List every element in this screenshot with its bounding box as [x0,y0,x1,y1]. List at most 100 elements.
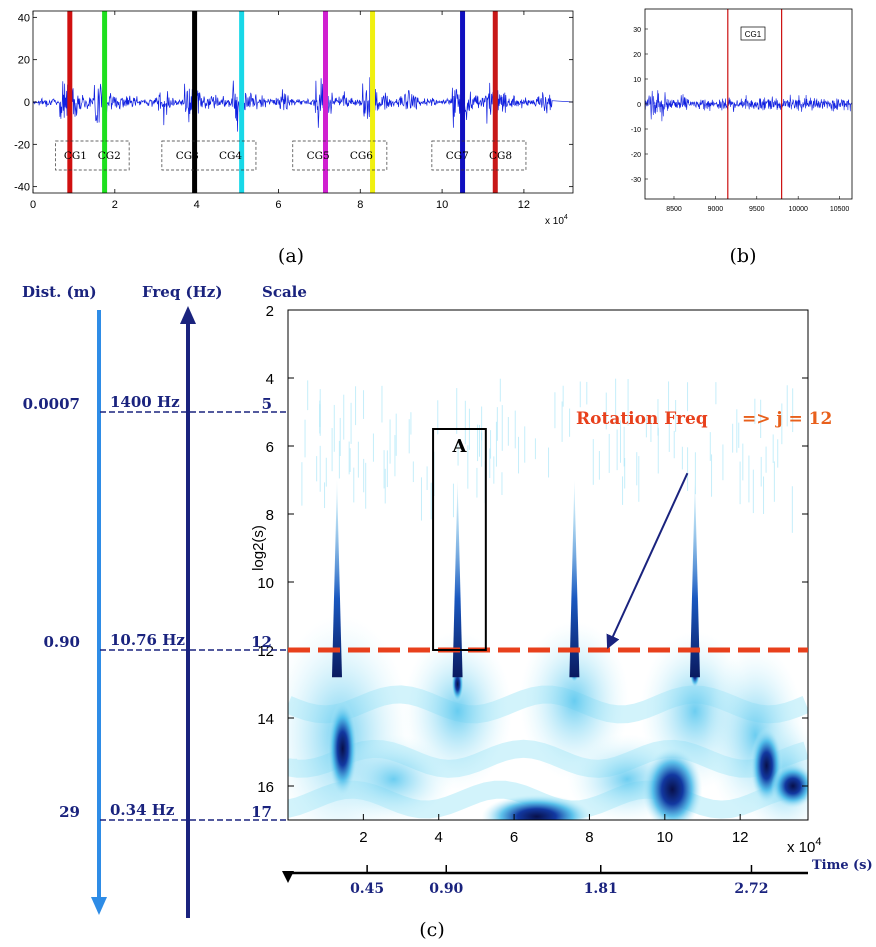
panel-c-ytick-label: 16 [257,779,274,796]
panel-c-ytick-label: 12 [257,643,274,660]
panel-c-rotation-label: Rotation Freq [576,409,708,429]
time-tick-label: 1.81 [584,881,618,897]
scale-value: 12 [251,633,272,651]
panel-c-xtick-label: 6 [510,829,518,846]
panel-a-marker-2 [102,11,108,193]
panel-a: CG1 CG2 CG3 CG4 CG5 CG6 CG7 CG8 0 2 4 6 8 10 1240200-… [14,10,574,227]
panel-a-group-box-2 [161,140,257,171]
panel-a-group-label: CG8 [489,150,512,162]
panel-a-xtick-label: 10 [436,199,448,211]
panel-b-xtick-label: 8500 [666,206,682,213]
panel-b-ytick-label: 10 [633,77,641,84]
panel-a-group-box-1 [55,140,130,171]
panel-a-ytick-label: 20 [18,55,30,67]
panel-c-box-a [432,428,487,651]
time-tick-label: 0.45 [350,881,384,897]
panel-c-ytick-label: 14 [257,711,274,728]
scale-value: 17 [251,803,272,821]
panel-a-xtick-label: 8 [357,199,363,211]
panel-b-ytick-label: 0 [637,102,641,109]
panel-b-ytick-label: 20 [633,52,641,59]
panel-b-label: (b) [730,245,757,267]
panel-a-xtick-label: 12 [518,199,530,211]
panel-c-dark-blob [770,764,808,808]
dist-header: Dist. (m) [22,283,97,301]
time-axis-arrowhead [282,871,294,883]
time-axis-unit: (s) [853,858,873,873]
panel-a-group-label: CG6 [350,150,373,162]
panel-c-spike-3 [569,480,580,678]
panel-c-dark-blob [327,700,358,797]
panel-a-ytick-label: 0 [24,97,30,109]
panel-a-group-box-3 [292,140,388,171]
panel-c-multiplier-exp: 4 [815,836,821,848]
panel-a-marker-5 [323,11,328,193]
freq-axis-arrowhead [180,306,196,324]
panel-b-ytick-label: -30 [631,177,641,184]
panel-b: CG1 8500 9000 9500 10000 10500 30 20 10 0 -10 -20 -… [631,8,853,213]
panel-b-xtick-label: 9500 [749,206,765,213]
panel-b-signal-line [645,90,852,122]
dist-axis-arrowhead [91,897,107,915]
time-tick-label: 2.72 [734,881,768,897]
panel-a-ytick-label: 40 [18,12,30,24]
panel-b-ytick-label: -10 [631,127,641,134]
panel-b-xtick-label: 10000 [788,206,808,213]
panel-a-xtick-label: 6 [275,199,281,211]
panel-a-multiplier-exp: 4 [564,214,568,221]
time-axis-label: Time [812,858,849,873]
panel-a-ytick-label: -40 [14,182,30,194]
panel-a-multiplier: x 104 [545,214,568,227]
panel-a-group-label: CG5 [307,150,330,162]
panel-a-marker-7 [460,11,466,193]
panel-c-label: (c) [419,919,444,941]
panel-c-arrow [606,472,689,650]
panel-a-group-label: CG1 [64,150,87,162]
panel-c-xtick-label: 12 [732,829,749,846]
panel-c-ytick-label: 8 [266,507,274,524]
freq-value: 1400 Hz [110,393,180,411]
panel-c-spike-4 [689,480,700,678]
dist-value: 29 [59,803,80,821]
panel-c-spike-2 [452,480,463,678]
panel-c-frame [287,309,809,821]
freq-header: Freq (Hz) [142,283,222,301]
panel-c-ytick-label: 4 [266,371,274,388]
panel-a-group-label: CG7 [446,150,469,162]
panel-c-multiplier: x 104 [787,836,821,856]
panel-c-spike-1 [331,480,342,678]
panel-c-ylabel: log2(s) [250,525,267,571]
panel-a-group-label: CG4 [219,150,242,162]
panel-a-marker-6 [370,11,376,193]
panel-a-marker-4 [239,11,245,193]
panel-a-xtick-label: 2 [112,199,118,211]
panel-c: 2 4 6 8 10 12 2 4 6 8 10 12 14 16 log2(s) x 104 A Rota… [22,283,873,918]
panel-b-box [740,26,766,41]
time-tick-label: 0.90 [429,881,463,897]
panel-a-xtick-label: 4 [194,199,200,211]
panel-b-ytick-label: -20 [631,152,641,159]
panel-a-label: (a) [278,245,304,267]
panel-a-group-label: CG3 [176,150,199,162]
dist-value: 0.90 [43,633,80,651]
panel-b-xtick-label: 9000 [708,206,724,213]
freq-value: 10.76 Hz [110,631,185,649]
panel-a-marker-8 [492,11,498,193]
panel-c-dark-blob [642,747,703,820]
freq-value: 0.34 Hz [110,801,175,819]
panel-c-ytick-label: 2 [266,303,274,320]
panel-c-xtick-label: 2 [359,829,367,846]
panel-a-group-label: CG2 [98,150,121,162]
panel-a-xtick-label: 0 [30,199,36,211]
panel-c-ytick-label: 10 [257,575,274,592]
panel-a-group-box-4 [431,140,527,171]
panel-c-dark-blob [481,794,592,820]
panel-c-ytick-label: 6 [266,439,274,456]
panel-c-xtick-label: 4 [435,829,443,846]
panel-a-marker-1 [67,11,73,193]
panel-b-ytick-label: 30 [633,27,641,34]
panel-c-box-label: A [451,436,467,457]
panel-a-ytick-label: -20 [14,139,30,151]
panel-b-box-label: CG1 [745,30,762,39]
